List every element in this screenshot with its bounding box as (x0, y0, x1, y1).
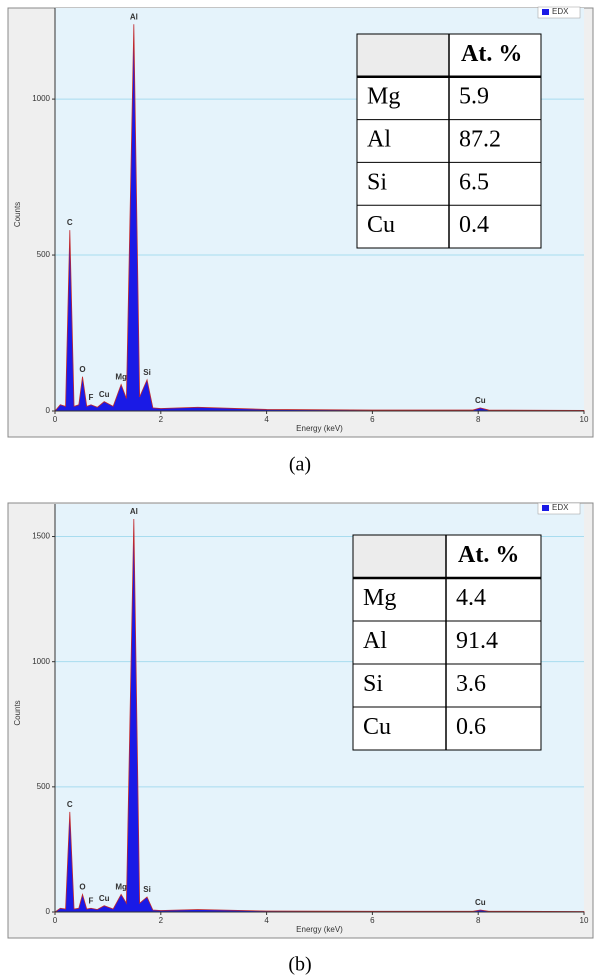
y-axis-label: Counts (13, 700, 22, 725)
x-tick-label: 10 (580, 916, 589, 925)
peak-label: Mg (115, 883, 127, 892)
table-header: At. % (458, 542, 519, 568)
spectrum (54, 24, 585, 412)
peak-label: Cu (99, 390, 110, 399)
peak-label: Cu (99, 894, 110, 903)
x-tick-label: 8 (476, 415, 481, 424)
x-tick-label: 6 (370, 415, 375, 424)
x-tick-label: 0 (53, 415, 58, 424)
x-tick-label: 4 (264, 415, 269, 424)
x-tick-label: 4 (264, 916, 269, 925)
table-header-cell (356, 33, 450, 78)
x-tick-label: 2 (159, 415, 164, 424)
y-tick-label: 1000 (32, 657, 50, 666)
peak-label: C (67, 218, 73, 227)
table-header: At. % (461, 41, 522, 67)
table-cell: Mg (363, 585, 396, 611)
x-tick-label: 6 (370, 916, 375, 925)
peak-label: O (79, 365, 85, 374)
y-axis-label: Counts (13, 202, 22, 227)
peak-label: Cu (475, 898, 486, 907)
peak-label: Mg (115, 373, 127, 382)
peak-label: Si (143, 885, 151, 894)
x-tick-label: 8 (476, 916, 481, 925)
caption: (b) (288, 954, 311, 976)
table-cell: Si (367, 169, 387, 195)
x-tick-label: 2 (159, 916, 164, 925)
legend-box (537, 502, 581, 515)
table-cell: 0.6 (456, 714, 486, 740)
peak-label: F (89, 896, 94, 905)
peak-label: O (79, 883, 85, 892)
table-cell: 87.2 (459, 127, 501, 153)
caption: (a) (289, 454, 311, 476)
peak-label: Al (130, 507, 138, 516)
x-tick-label: 0 (53, 916, 58, 925)
table-cell: Si (363, 671, 383, 697)
table-header-cell (352, 534, 447, 579)
legend-label: EDX (552, 503, 569, 512)
legend-swatch (542, 9, 549, 15)
y-tick-label: 0 (46, 907, 51, 916)
peak-label: Si (143, 368, 151, 377)
peak-label: Cu (475, 396, 486, 405)
legend-label: EDX (552, 7, 569, 16)
table-cell: 0.4 (459, 212, 489, 238)
table-cell: 6.5 (459, 169, 489, 195)
table-cell: 91.4 (456, 628, 498, 654)
y-tick-label: 0 (46, 406, 51, 415)
x-tick-label: 10 (580, 415, 589, 424)
y-tick-label: 1500 (32, 532, 50, 541)
table-cell: Cu (363, 714, 391, 740)
legend-swatch (542, 505, 549, 511)
y-tick-label: 500 (37, 782, 51, 791)
peak-label: Al (130, 12, 138, 21)
table-cell: 3.6 (456, 671, 486, 697)
peak-label: F (89, 393, 94, 402)
peak-label: C (67, 800, 73, 809)
x-axis-label: Energy (keV) (296, 424, 343, 433)
spectrum (53, 518, 585, 913)
table-cell: Mg (367, 84, 400, 110)
table-cell: Al (363, 628, 387, 654)
table-cell: 4.4 (456, 585, 486, 611)
y-tick-label: 1000 (32, 94, 50, 103)
legend-box (537, 6, 581, 19)
x-axis-label: Energy (keV) (296, 925, 343, 934)
table-cell: Al (367, 127, 391, 153)
y-tick-label: 500 (37, 250, 51, 259)
table-cell: Cu (367, 212, 395, 238)
table-cell: 5.9 (459, 84, 489, 110)
